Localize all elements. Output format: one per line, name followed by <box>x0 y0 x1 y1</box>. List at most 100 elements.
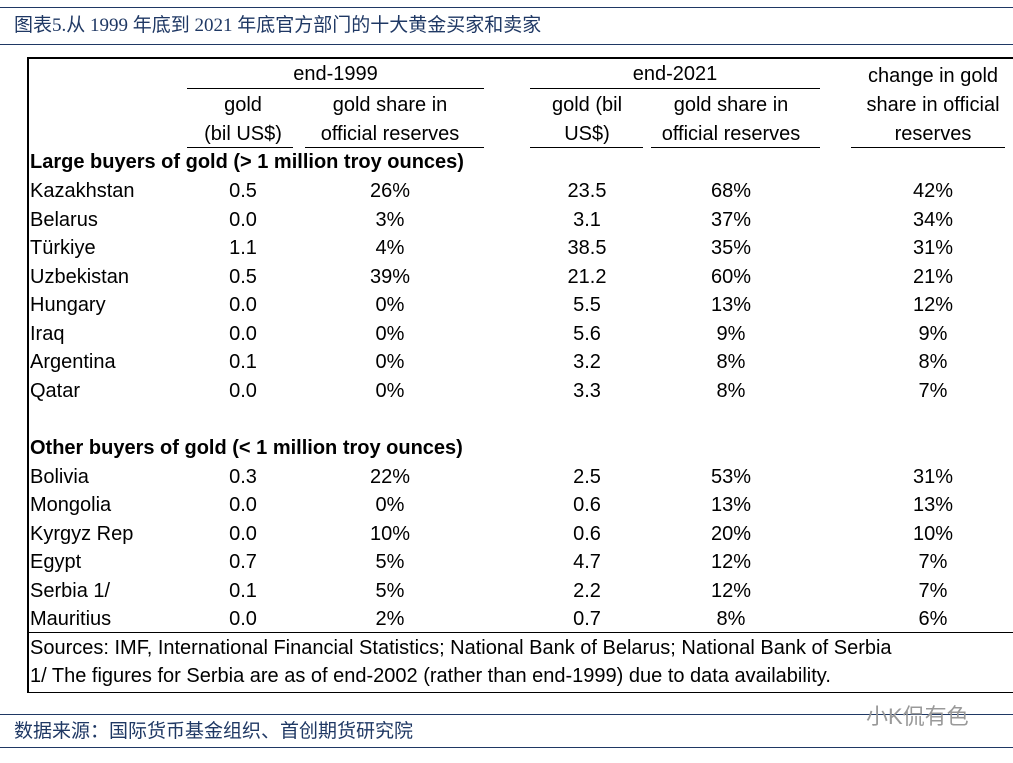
group-underline <box>187 88 484 89</box>
country: Iraq <box>30 322 65 345</box>
cell-value: 5.6 <box>573 322 601 345</box>
cell-value: 8% <box>716 351 746 373</box>
column-header: gold share in <box>673 94 789 116</box>
cell-value: 3.3 <box>573 379 601 402</box>
cell-value: 0.5 <box>229 180 257 202</box>
country: Kyrgyz Rep <box>30 522 134 545</box>
country: Qatar <box>30 379 81 402</box>
cell-value: 60% <box>710 265 752 288</box>
cell-value: 34% <box>912 208 954 231</box>
cell-value: 0.0 <box>229 322 257 345</box>
cell-value: 12% <box>710 579 752 602</box>
cell-value: 37% <box>710 208 752 231</box>
column-header: gold <box>224 94 262 116</box>
column-header: reserves <box>894 123 972 145</box>
cell-value: 8% <box>716 379 746 402</box>
footer-source: 数据来源：国际货币基金组织、首创期货研究院 <box>14 721 414 742</box>
country: Kazakhstan <box>30 180 135 202</box>
cell-value: 0.1 <box>229 351 257 373</box>
cell-value: 5.5 <box>573 294 601 316</box>
cell-value: 13% <box>710 494 752 516</box>
cell-value: 7% <box>918 551 948 573</box>
cell-value: 4% <box>375 237 405 259</box>
cell-value: 2.5 <box>573 465 601 488</box>
cell-value: 2.2 <box>573 579 601 602</box>
cell-value: 3.2 <box>573 351 601 373</box>
cell-value: 4.7 <box>573 551 601 573</box>
cell-value: 13% <box>912 494 954 516</box>
country: Uzbekistan <box>30 265 129 288</box>
country: Argentina <box>30 351 116 373</box>
cell-value: 0% <box>375 494 405 516</box>
cell-value: 8% <box>716 608 746 630</box>
cell-value: 9% <box>918 322 948 345</box>
column-group: end-2021 <box>632 63 718 85</box>
title-top-line <box>0 7 1013 8</box>
cell-value: 0% <box>375 322 405 345</box>
sources-line <box>27 632 1013 633</box>
cell-value: 9% <box>716 322 746 345</box>
cell-value: 26% <box>369 180 411 202</box>
country: Egypt <box>30 551 82 573</box>
cell-value: 21.2 <box>567 265 607 288</box>
footer-bottom-line <box>0 747 1013 748</box>
cell-value: 1.1 <box>229 237 257 259</box>
cell-value: 0.0 <box>229 608 257 630</box>
cell-value: 8% <box>918 351 948 373</box>
cell-value: 42% <box>912 180 954 202</box>
watermark: 小K侃有色 <box>866 704 969 729</box>
cell-value: 0.0 <box>229 294 257 316</box>
country: Serbia 1/ <box>30 579 111 602</box>
section-title: Other buyers of gold (< 1 million troy o… <box>30 436 463 459</box>
cell-value: 12% <box>710 551 752 573</box>
column-header: official reserves <box>320 123 460 145</box>
country: Belarus <box>30 208 98 231</box>
title-bottom-line <box>0 44 1013 45</box>
cell-value: 0.3 <box>229 465 257 488</box>
sources: Sources: IMF, International Financial St… <box>30 637 892 659</box>
column-header: official reserves <box>661 123 801 145</box>
cell-value: 0.0 <box>229 208 257 231</box>
cell-value: 5% <box>375 551 405 573</box>
cell-value: 0.5 <box>229 265 257 288</box>
column-underline <box>305 147 484 148</box>
cell-value: 0% <box>375 294 405 316</box>
column-underline <box>651 147 820 148</box>
column-header: (bil US$) <box>204 123 282 145</box>
cell-value: 7% <box>918 579 948 602</box>
country: Mongolia <box>30 494 112 516</box>
cell-value: 22% <box>369 465 411 488</box>
cell-value: 0.1 <box>229 579 257 602</box>
group-underline <box>530 88 820 89</box>
column-header: share in official <box>866 94 1000 116</box>
column-header: change in gold <box>867 65 999 87</box>
column-header: gold (bil <box>551 94 623 116</box>
country: Türkiye <box>30 237 96 259</box>
country: Hungary <box>30 294 106 316</box>
cell-value: 0.6 <box>573 522 601 545</box>
title: 图表5.从 1999 年底到 2021 年底官方部门的十大黄金买家和卖家 <box>14 15 542 36</box>
footer-top-line <box>0 714 1013 715</box>
note: 1/ The figures for Serbia are as of end-… <box>30 665 831 687</box>
cell-value: 23.5 <box>567 180 607 202</box>
cell-value: 0.6 <box>573 494 601 516</box>
country: Mauritius <box>30 608 112 630</box>
cell-value: 39% <box>369 265 411 288</box>
cell-value: 53% <box>710 465 752 488</box>
cell-value: 0.7 <box>573 608 601 630</box>
cell-value: 31% <box>912 237 954 259</box>
column-underline <box>187 147 293 148</box>
cell-value: 0.0 <box>229 522 257 545</box>
column-header: US$) <box>564 123 610 145</box>
column-underline <box>851 147 1005 148</box>
table <box>27 57 1013 693</box>
column-underline <box>530 147 643 148</box>
cell-value: 0% <box>375 379 405 402</box>
cell-value: 0.0 <box>229 379 257 402</box>
cell-value: 21% <box>912 265 954 288</box>
cell-value: 31% <box>912 465 954 488</box>
cell-value: 3% <box>375 208 405 231</box>
cell-value: 12% <box>912 294 954 316</box>
column-group: end-1999 <box>293 63 378 85</box>
